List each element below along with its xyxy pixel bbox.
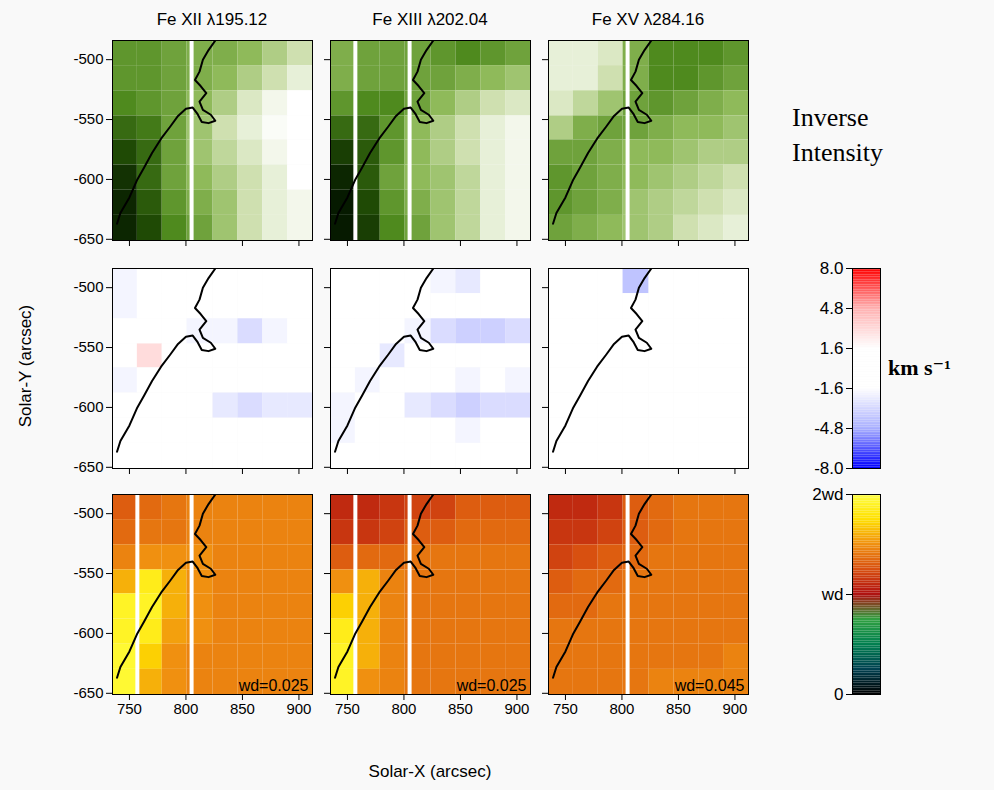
svg-text:0: 0 (834, 685, 843, 704)
html-text:km s⁻¹: km s⁻¹ (888, 355, 951, 380)
svg-text:8.0: 8.0 (820, 259, 844, 278)
svg-text:wd: wd (821, 585, 844, 604)
svg-text:-600: -600 (73, 398, 103, 415)
svg-text:wd=0.025: wd=0.025 (238, 677, 309, 694)
html-text:Inverse Intensity: Inverse Intensity (792, 103, 883, 168)
svg-text:750: 750 (553, 700, 578, 717)
svg-text:-8.0: -8.0 (814, 459, 843, 478)
html-text:Fe XII λ195.12: Fe XII λ195.12 (156, 10, 268, 29)
svg-text:-500: -500 (73, 504, 103, 521)
svg-text:800: 800 (173, 700, 198, 717)
svg-text:800: 800 (391, 700, 416, 717)
svg-text:-550: -550 (73, 564, 103, 581)
svg-text:1.6: 1.6 (820, 339, 844, 358)
svg-text:-550: -550 (73, 110, 103, 127)
html-text:Solar-X (arcsec): Solar-X (arcsec) (368, 762, 492, 781)
svg-text:2wd: 2wd (812, 485, 843, 504)
svg-text:850: 850 (230, 700, 255, 717)
svg-text:750: 750 (117, 700, 142, 717)
svg-text:850: 850 (448, 700, 473, 717)
svg-text:-4.8: -4.8 (814, 419, 843, 438)
svg-text:800: 800 (609, 700, 634, 717)
svg-text:-600: -600 (73, 624, 103, 641)
svg-text:900: 900 (286, 700, 311, 717)
svg-text:900: 900 (722, 700, 747, 717)
svg-text:900: 900 (504, 700, 529, 717)
html-text:Fe XIII λ202.04: Fe XIII λ202.04 (372, 10, 488, 29)
svg-text:-650: -650 (73, 458, 103, 475)
svg-text:-550: -550 (73, 338, 103, 355)
svg-text:-1.6: -1.6 (814, 379, 843, 398)
svg-text:-500: -500 (73, 50, 103, 67)
svg-text:wd=0.045: wd=0.045 (674, 677, 745, 694)
html-text:Solar-Y (arcsec): Solar-Y (arcsec) (16, 304, 35, 428)
svg-text:4.8: 4.8 (820, 299, 844, 318)
svg-text:850: 850 (666, 700, 691, 717)
svg-text:-650: -650 (73, 230, 103, 247)
svg-text:-500: -500 (73, 278, 103, 295)
svg-text:-600: -600 (73, 170, 103, 187)
html-text:Fe XV λ284.16: Fe XV λ284.16 (591, 10, 705, 29)
svg-text:750: 750 (335, 700, 360, 717)
svg-text:wd=0.025: wd=0.025 (456, 677, 527, 694)
svg-text:-650: -650 (73, 684, 103, 701)
